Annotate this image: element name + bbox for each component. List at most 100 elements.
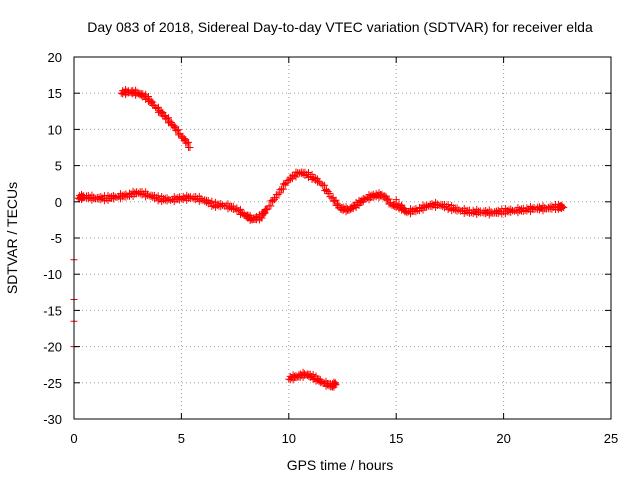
data-points	[70, 86, 568, 391]
data-point	[539, 202, 547, 210]
data-point	[385, 195, 393, 203]
data-point	[229, 202, 237, 210]
y-tick-label: 20	[48, 50, 62, 65]
data-point	[183, 139, 191, 147]
data-point	[167, 121, 175, 129]
data-point	[332, 196, 340, 204]
outlier-point	[392, 196, 400, 204]
data-point	[432, 198, 440, 206]
x-tick-labels: 0 5 10 15 20 25	[70, 431, 618, 446]
data-point	[134, 189, 142, 197]
data-point	[331, 381, 339, 389]
data-point	[158, 192, 166, 200]
data-point	[333, 200, 341, 208]
data-point	[403, 209, 411, 217]
data-point	[318, 378, 326, 386]
data-point	[473, 205, 481, 213]
data-point	[285, 176, 293, 184]
data-point	[317, 180, 325, 188]
data-point	[267, 197, 275, 205]
axis-ticks	[73, 56, 612, 420]
data-point	[118, 191, 126, 199]
data-point	[131, 189, 139, 197]
data-point	[469, 206, 477, 214]
data-point	[276, 186, 284, 194]
data-point	[279, 180, 287, 188]
data-point	[304, 169, 312, 177]
data-point	[326, 189, 334, 197]
data-point	[494, 206, 502, 214]
data-point	[321, 181, 329, 189]
data-point	[159, 109, 167, 117]
data-point	[290, 172, 298, 180]
data-point	[309, 371, 317, 379]
data-point	[144, 93, 152, 101]
data-point	[559, 203, 567, 211]
y-tick-label: -30	[43, 412, 62, 427]
data-point	[166, 117, 174, 125]
data-point	[291, 372, 299, 380]
y-tick-label: -20	[43, 340, 62, 355]
data-point	[97, 193, 105, 201]
data-point	[507, 205, 515, 213]
data-point	[154, 103, 162, 111]
data-point	[548, 202, 556, 210]
data-point	[186, 144, 194, 151]
data-point	[308, 170, 316, 178]
data-point	[262, 206, 270, 214]
data-point	[165, 114, 173, 122]
chart-title: Day 083 of 2018, Sidereal Day-to-day VTE…	[87, 19, 593, 35]
data-point	[372, 190, 380, 198]
x-tick-label: 10	[282, 431, 296, 446]
data-point	[310, 173, 318, 181]
y-tick-label: -5	[50, 231, 62, 246]
data-point	[528, 204, 536, 212]
data-point	[175, 126, 183, 134]
data-point	[238, 208, 246, 216]
y-tick-label: 15	[48, 86, 62, 101]
data-point	[263, 205, 271, 213]
y-tick-labels: -30 -25 -20 -15 -10 -5 0 5 10 15 20	[43, 50, 62, 427]
data-point	[417, 204, 425, 212]
data-point	[109, 192, 117, 200]
data-point	[211, 198, 219, 206]
data-point	[501, 205, 509, 213]
data-point	[183, 191, 191, 199]
x-tick-label: 0	[70, 431, 77, 446]
data-point	[122, 86, 130, 94]
x-axis-label: GPS time / hours	[287, 457, 394, 473]
data-point	[362, 195, 370, 203]
y-axis-label: SDTVAR / TECUs	[4, 182, 20, 294]
data-point	[145, 192, 153, 200]
x-tick-label: 5	[178, 431, 185, 446]
y-tick-label: -25	[43, 376, 62, 391]
data-point	[444, 201, 452, 209]
data-point	[149, 98, 157, 106]
data-point	[270, 196, 278, 204]
data-point	[208, 197, 216, 205]
x-tick-label: 15	[389, 431, 403, 446]
data-point	[236, 205, 244, 213]
y-tick-label: -15	[43, 303, 62, 318]
data-point	[332, 380, 340, 388]
y-tick-label: -10	[43, 267, 62, 282]
data-point	[287, 175, 295, 183]
data-point	[143, 94, 151, 102]
y-tick-label: 5	[55, 159, 62, 174]
data-point	[331, 379, 339, 387]
data-point	[235, 207, 243, 215]
y-tick-label: 10	[48, 122, 62, 137]
data-point	[315, 178, 323, 186]
data-point	[113, 193, 121, 201]
data-point	[176, 129, 184, 137]
data-point	[526, 202, 534, 210]
data-point	[253, 212, 261, 220]
grid-lines	[74, 57, 611, 419]
x-tick-label: 20	[496, 431, 510, 446]
data-point	[535, 203, 543, 211]
data-point	[154, 192, 162, 200]
data-point	[260, 210, 268, 218]
data-point	[302, 371, 310, 379]
data-point	[274, 191, 282, 199]
